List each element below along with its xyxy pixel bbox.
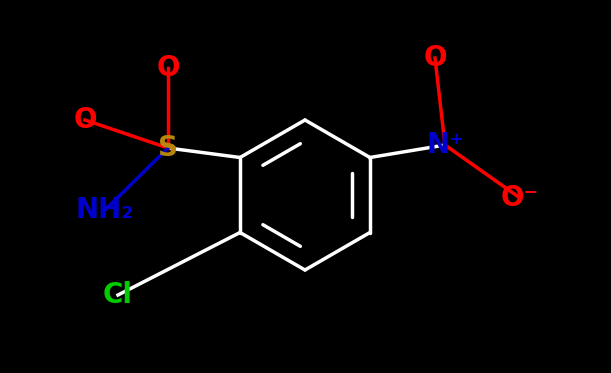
Text: O: O <box>73 106 97 134</box>
Text: N⁺: N⁺ <box>426 131 464 159</box>
Text: O⁻: O⁻ <box>501 184 539 212</box>
Text: S: S <box>158 134 178 162</box>
Text: NH₂: NH₂ <box>76 196 134 224</box>
Text: Cl: Cl <box>103 281 133 309</box>
Text: O: O <box>423 44 447 72</box>
Text: O: O <box>156 54 180 82</box>
